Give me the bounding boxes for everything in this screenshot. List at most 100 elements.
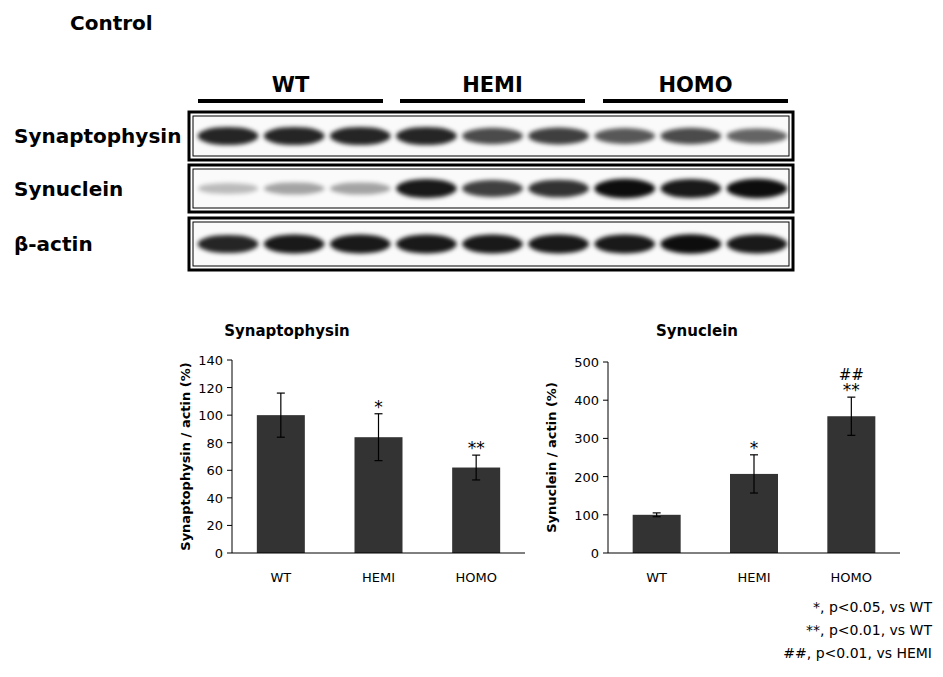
error-stem	[476, 455, 477, 480]
blot-frame	[189, 218, 793, 270]
chart-title: Synaptophysin	[224, 322, 350, 340]
y-tick-label: 40	[206, 491, 223, 506]
blot-band	[198, 127, 259, 145]
blot-inner	[193, 169, 789, 208]
x-tick-label: WT	[270, 570, 291, 585]
significance: ##	[839, 366, 864, 384]
blot-band	[594, 179, 655, 198]
y-axis-label: Synaptophysin / actin (%)	[178, 362, 193, 550]
y-tick-label: 300	[574, 431, 599, 446]
blot-band	[264, 182, 325, 194]
y-tick-label: 500	[574, 355, 599, 370]
error-cap	[750, 492, 758, 493]
y-tick-label: 140	[198, 353, 223, 368]
blot-band	[727, 235, 788, 254]
y-tick	[227, 415, 232, 416]
significance: *	[374, 397, 383, 417]
significance: **	[468, 438, 485, 458]
x-axis	[232, 553, 525, 554]
footnote: *, p<0.05, vs WT	[813, 599, 932, 615]
error-stem	[851, 397, 852, 435]
bar-chart: SynucleinSynuclein / actin (%)0100200300…	[544, 322, 900, 585]
blot-band	[396, 127, 457, 145]
blot-band	[330, 127, 391, 145]
blot-band	[462, 235, 523, 254]
y-tick-label: 80	[206, 436, 223, 451]
blot-band	[660, 128, 721, 144]
error-bar	[847, 397, 855, 435]
bar	[633, 515, 681, 553]
error-cap	[375, 460, 383, 461]
y-tick	[227, 497, 232, 498]
error-cap	[472, 479, 480, 480]
x-tick-label: HOMO	[455, 570, 496, 585]
blot-row-label: β-actin	[14, 232, 93, 256]
y-tick-label: 120	[198, 381, 223, 396]
footnote: **, p<0.01, vs WT	[806, 622, 932, 638]
blot-band	[727, 128, 788, 143]
blot-band	[528, 128, 589, 145]
y-tick	[603, 438, 608, 439]
figure: Control WT HEMI HOMO Synaptophysin Synuclein β…	[0, 0, 943, 677]
error-stem	[280, 393, 281, 437]
blot-frame	[189, 112, 793, 160]
y-tick	[227, 470, 232, 471]
error-cap	[277, 437, 285, 438]
group-line	[400, 99, 585, 103]
error-stem	[378, 414, 379, 461]
y-tick	[227, 442, 232, 443]
plot-marks	[257, 393, 500, 553]
blot-frame	[189, 165, 793, 212]
blot-band	[330, 182, 391, 194]
blot-band	[660, 179, 721, 198]
blot-band	[462, 128, 523, 144]
blot-band	[396, 235, 457, 254]
y-tick	[603, 553, 608, 554]
x-tick-label: HEMI	[362, 570, 395, 585]
group-label: HEMI	[462, 73, 523, 97]
plot-marks	[633, 397, 876, 553]
y-tick-label: 400	[574, 393, 599, 408]
blot-band	[330, 235, 391, 254]
y-tick	[603, 476, 608, 477]
error-bar	[277, 393, 285, 437]
y-tick-label: 60	[206, 463, 223, 478]
blot-band	[528, 235, 589, 254]
y-tick	[227, 387, 232, 388]
y-axis-label: Synuclein / actin (%)	[544, 382, 559, 533]
blot-band	[198, 235, 259, 253]
bar	[827, 416, 875, 553]
blot-band	[264, 127, 325, 145]
blot-band	[660, 234, 721, 253]
blot-band	[396, 179, 457, 198]
significance: *	[750, 438, 759, 458]
group-label: WT	[272, 73, 310, 97]
figure-title: Control	[70, 11, 153, 35]
blot-inner	[193, 222, 789, 266]
y-tick	[603, 514, 608, 515]
bar	[452, 468, 500, 553]
blot-band	[198, 183, 259, 194]
y-axis	[608, 362, 609, 553]
blot-band	[594, 128, 655, 144]
x-tick-label: WT	[646, 570, 667, 585]
y-tick	[227, 360, 232, 361]
error-cap	[653, 516, 661, 517]
bar-chart: SynaptophysinSynaptophysin / actin (%)02…	[178, 322, 525, 585]
y-tick	[227, 553, 232, 554]
blot-band	[594, 235, 655, 254]
blot-band	[462, 180, 523, 197]
error-bar	[653, 513, 661, 517]
y-tick	[603, 362, 608, 363]
blot-row-label: Synaptophysin	[14, 124, 181, 148]
x-axis	[608, 553, 900, 554]
x-tick-label: HEMI	[737, 570, 770, 585]
y-tick-label: 0	[591, 546, 599, 561]
group-label: HOMO	[658, 73, 732, 97]
error-cap	[277, 392, 285, 393]
y-tick-label: 100	[198, 408, 223, 423]
error-cap	[653, 512, 661, 513]
blot-row-label: Synuclein	[14, 177, 123, 201]
blot-band	[528, 180, 589, 198]
group-line	[603, 99, 788, 103]
